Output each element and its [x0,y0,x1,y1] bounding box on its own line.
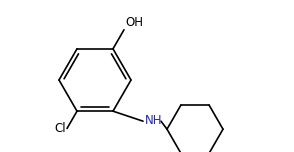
Text: NH: NH [145,114,163,127]
Text: OH: OH [125,16,143,29]
Text: Cl: Cl [54,122,66,135]
